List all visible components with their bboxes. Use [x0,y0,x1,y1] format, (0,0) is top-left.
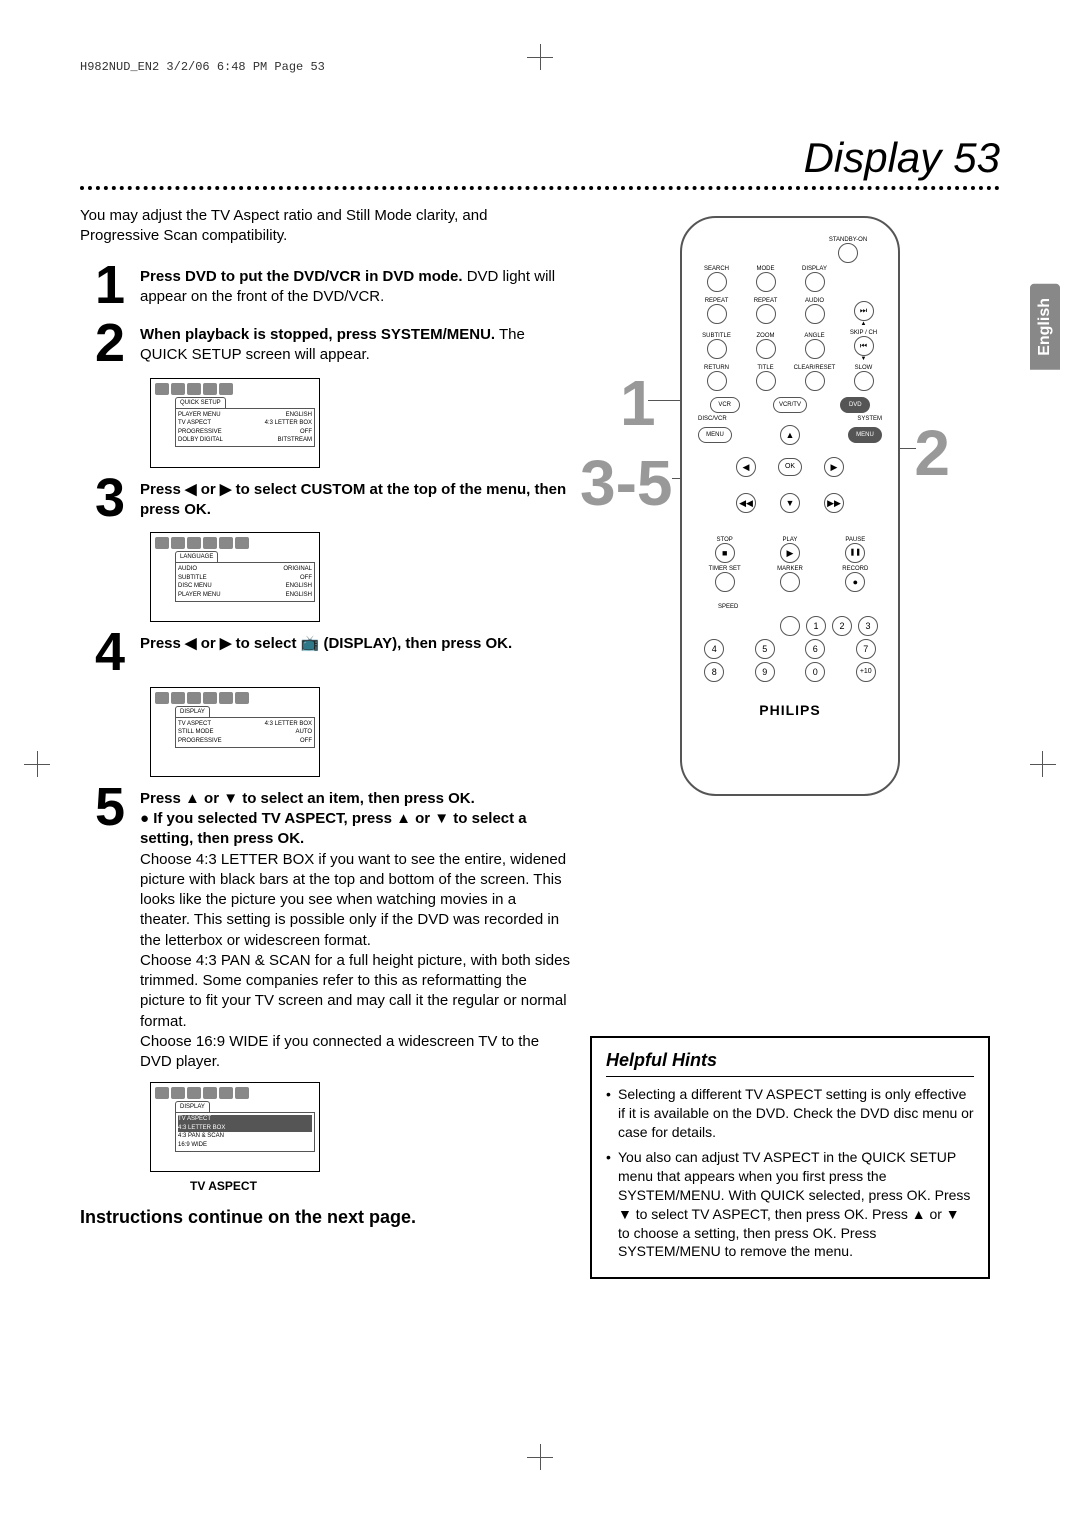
helpful-hints-box: Helpful Hints Selecting a different TV A… [590,1036,990,1279]
screen-quick-setup: QUICK SETUP PLAYER MENUENGLISH TV ASPECT… [150,378,320,468]
title-button [756,371,776,391]
page-title: Display [804,134,942,182]
subtitle-button [707,339,727,359]
speed-button [780,616,800,636]
step-bold: When playback is stopped, press SYSTEM/M… [140,326,495,343]
title-row: Display 53 English [80,134,1000,190]
crop-mark [24,744,64,784]
disc-menu-button: MENU [698,427,732,443]
step-4: 4 Press ◀ or ▶ to select 📺 (DISPLAY), th… [80,628,570,677]
step-5: 5 Press ▲ or ▼ to select an item, then p… [80,783,570,1073]
pause-button: ❚❚ [845,543,865,563]
instructions-column: You may adjust the TV Aspect ratio and S… [80,206,570,1279]
dvd-mode-button: DVD [840,397,870,413]
screen-caption: TV ASPECT [190,1178,570,1194]
standby-button [838,243,858,263]
repeat-ab-button [756,304,776,324]
repeat-button [707,304,727,324]
num-3: 3 [858,616,878,636]
screen-tab: QUICK SETUP [175,397,226,408]
step-body: Press ◀ or ▶ to select 📺 (DISPLAY), then… [140,628,570,654]
continue-text: Instructions continue on the next page. [80,1205,570,1229]
clear-button [805,371,825,391]
up-button: ▲ [780,425,800,445]
num-7: 7 [856,639,876,659]
step-body: When playback is stopped, press SYSTEM/M… [140,319,570,366]
step-body: Press DVD to put the DVD/VCR in DVD mode… [140,261,570,308]
step-sub-bold: ● If you selected TV ASPECT, press ▲ or … [140,810,527,847]
step-3: 3 Press ◀ or ▶ to select CUSTOM at the t… [80,474,570,523]
right-column: 1 3-5 2 STANDBY-ON SEARCH MODE DISPLAY [590,206,990,1279]
vcrtv-mode-button: VCR/TV [773,397,807,413]
hint-item: Selecting a different TV ASPECT setting … [606,1085,974,1142]
crop-mark [520,1444,560,1484]
stop-button: ■ [715,543,735,563]
step-body: Press ◀ or ▶ to select CUSTOM at the top… [140,474,570,521]
skip-fwd-button: ⏭ [854,301,874,321]
step-body: Press ▲ or ▼ to select an item, then pre… [140,783,570,1073]
num-plus10: +10 [856,662,876,682]
crop-mark [1016,744,1056,784]
search-button [707,272,727,292]
left-button: ◀ [736,457,756,477]
system-menu-button: MENU [848,427,882,443]
hints-title: Helpful Hints [606,1048,974,1077]
right-button: ▶ [824,457,844,477]
remote-illustration: 1 3-5 2 STANDBY-ON SEARCH MODE DISPLAY [680,216,900,796]
num-8: 8 [704,662,724,682]
brand-label: PHILIPS [692,702,888,718]
callout-3-5: 3-5 [580,446,673,520]
page-number: 53 [953,134,1000,182]
ok-button: OK [778,458,802,476]
screen-tv-aspect: DISPLAY TV ASPECT 4:3 LETTER BOX 4:3 PAN… [150,1082,320,1172]
vcr-mode-button: VCR [710,397,740,413]
ff-button: ▶▶ [824,493,844,513]
num-2: 2 [832,616,852,636]
step-number: 1 [80,261,140,310]
step-number: 4 [80,628,140,677]
num-4: 4 [704,639,724,659]
angle-button [805,339,825,359]
step-2: 2 When playback is stopped, press SYSTEM… [80,319,570,368]
num-5: 5 [755,639,775,659]
dpad: ◀ OK ▶ ◀◀ ▼ ▶▶ [692,449,888,533]
num-9: 9 [755,662,775,682]
language-tab: English [1030,284,1060,370]
slow-button [854,371,874,391]
screen-display: DISPLAY TV ASPECT4:3 LETTER BOX STILL MO… [150,687,320,777]
skip-back-button: ⏮ [854,336,874,356]
step-number: 5 [80,783,140,832]
marker-button [780,572,800,592]
hint-item: You also can adjust TV ASPECT in the QUI… [606,1148,974,1261]
step-number: 2 [80,319,140,368]
record-button: ● [845,572,865,592]
callout-2: 2 [914,416,950,490]
screen-tab: DISPLAY [175,706,210,717]
zoom-button [756,339,776,359]
page-meta-header: H982NUD_EN2 3/2/06 6:48 PM Page 53 [80,60,1000,74]
screen-language: LANGUAGE AUDIOORIGINAL SUBTITLEOFF DISC … [150,532,320,622]
step-bold: Press DVD to put the DVD/VCR in DVD mode… [140,268,463,285]
screen-tab: LANGUAGE [175,551,218,562]
step-number: 3 [80,474,140,523]
display-button [805,272,825,292]
rew-button: ◀◀ [736,493,756,513]
mode-button [756,272,776,292]
down-button: ▼ [780,493,800,513]
num-0: 0 [805,662,825,682]
num-6: 6 [805,639,825,659]
step-body-text: Choose 4:3 LETTER BOX if you want to see… [140,851,570,1071]
screen-tab: DISPLAY [175,1101,210,1112]
return-button [707,371,727,391]
step-bold: Press ▲ or ▼ to select an item, then pre… [140,790,475,807]
step-bold: Press ◀ or ▶ to select CUSTOM at the top… [140,481,566,518]
intro-text: You may adjust the TV Aspect ratio and S… [80,206,570,247]
audio-button [805,304,825,324]
step-bold: Press ◀ or ▶ to select 📺 (DISPLAY), then… [140,635,512,652]
num-1: 1 [806,616,826,636]
play-button: ▶ [780,543,800,563]
callout-1: 1 [620,366,656,440]
timer-set-button [715,572,735,592]
step-1: 1 Press DVD to put the DVD/VCR in DVD mo… [80,261,570,310]
